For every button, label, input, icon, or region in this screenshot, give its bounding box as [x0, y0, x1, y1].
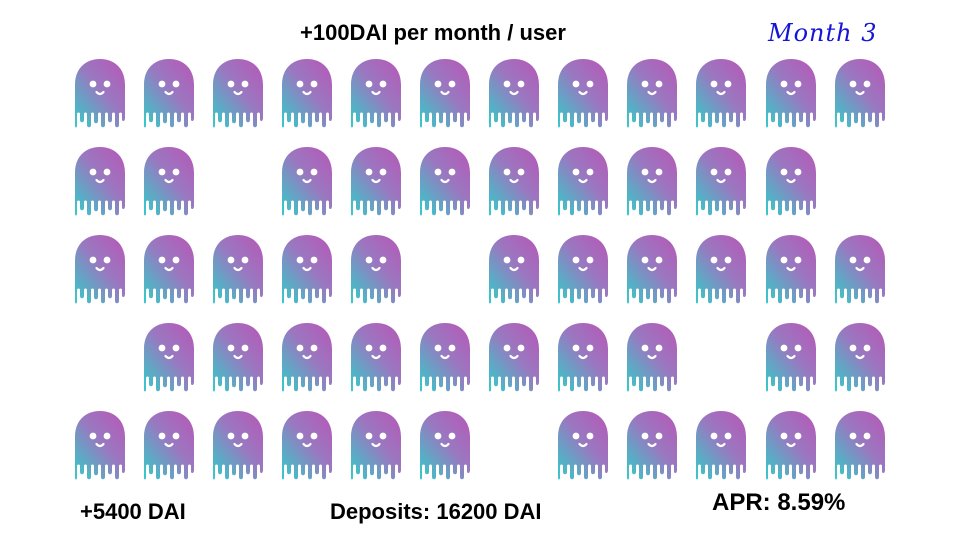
- ghost-icon: [142, 58, 196, 128]
- ghost-icon: [764, 322, 818, 392]
- ghost-icon: [211, 322, 265, 392]
- ghost-icon: [764, 146, 818, 216]
- ghost-icon: [694, 234, 748, 304]
- deposits-total: Deposits: 16200 DAI: [330, 499, 542, 524]
- ghost-icon: [280, 410, 334, 480]
- ghost-icon: [487, 234, 541, 304]
- ghost-icon: [625, 234, 679, 304]
- month-label: Month 3: [768, 19, 878, 47]
- ghost-icon: [487, 58, 541, 128]
- ghost-icon: [556, 58, 610, 128]
- ghost-icon: [418, 58, 472, 128]
- ghost-icon: [764, 58, 818, 128]
- ghost-icon: [280, 58, 334, 128]
- ghost-icon: [280, 322, 334, 392]
- ghost-icon: [625, 146, 679, 216]
- ghost-icon: [142, 146, 196, 216]
- ghost-icon: [280, 146, 334, 216]
- ghost-icon: [73, 410, 127, 480]
- ghost-icon: [349, 234, 403, 304]
- ghost-icon: [625, 58, 679, 128]
- ghost-icon: [142, 410, 196, 480]
- ghost-icon: [73, 146, 127, 216]
- ghost-icon: [556, 234, 610, 304]
- ghost-icon: [694, 410, 748, 480]
- ghost-icon: [418, 146, 472, 216]
- ghost-icon: [349, 58, 403, 128]
- ghost-icon: [625, 322, 679, 392]
- ghost-icon: [556, 146, 610, 216]
- ghost-icon: [833, 322, 887, 392]
- ghost-icon: [764, 410, 818, 480]
- page-title: +100DAI per month / user: [300, 20, 566, 45]
- ghost-icon: [211, 234, 265, 304]
- ghost-icon: [280, 234, 334, 304]
- ghost-icon: [694, 58, 748, 128]
- ghost-icon: [764, 234, 818, 304]
- ghost-icon: [694, 146, 748, 216]
- ghost-icon: [211, 58, 265, 128]
- ghost-icon: [556, 322, 610, 392]
- ghost-icon: [625, 410, 679, 480]
- ghost-icon: [73, 58, 127, 128]
- ghost-icon: [418, 410, 472, 480]
- ghost-icon: [142, 234, 196, 304]
- ghost-icon: [211, 410, 265, 480]
- ghost-icon: [833, 234, 887, 304]
- ghost-icon: [487, 322, 541, 392]
- ghost-icon: [142, 322, 196, 392]
- ghost-icon: [349, 410, 403, 480]
- ghost-icon: [349, 322, 403, 392]
- ghost-icon: [487, 146, 541, 216]
- ghost-icon: [833, 58, 887, 128]
- ghost-icon: [833, 410, 887, 480]
- apr-value: APR: 8.59%: [712, 489, 846, 516]
- earned-amount: +5400 DAI: [80, 499, 186, 524]
- ghost-icon: [418, 322, 472, 392]
- ghost-icon: [349, 146, 403, 216]
- ghost-icon: [73, 234, 127, 304]
- ghost-icon: [556, 410, 610, 480]
